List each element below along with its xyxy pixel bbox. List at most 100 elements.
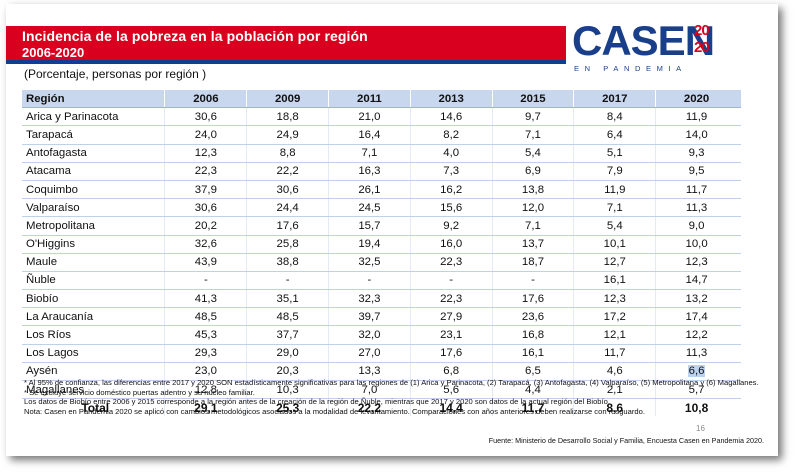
value-cell: 37,7 bbox=[246, 325, 329, 345]
value-cell: 27,9 bbox=[409, 307, 493, 327]
region-name: Coquimbo bbox=[22, 180, 165, 200]
table-row: Los Lagos 29,3 29,0 27,0 17,6 16,1 11,7 11,3 bbox=[22, 344, 741, 363]
value-cell: - bbox=[409, 271, 493, 291]
value-cell: 7,0 bbox=[328, 380, 411, 400]
value-cell: 18,8 bbox=[246, 107, 329, 127]
value-cell: 6,6 bbox=[655, 362, 741, 382]
value-cell: 19,4 bbox=[328, 235, 411, 254]
value-cell: 8,4 bbox=[573, 107, 656, 127]
page-number: 16 bbox=[696, 424, 705, 433]
region-name: Magallanes bbox=[22, 380, 165, 400]
value-cell: 32,6 bbox=[164, 235, 247, 254]
value-cell: 41,3 bbox=[164, 289, 247, 309]
value-cell: 4,6 bbox=[573, 362, 656, 382]
value-cell: 24,5 bbox=[328, 198, 411, 218]
value-cell: 32,5 bbox=[328, 253, 411, 272]
value-cell: 29,0 bbox=[246, 344, 329, 363]
value-cell: 29,3 bbox=[164, 344, 247, 363]
value-cell: 22,3 bbox=[409, 289, 493, 309]
region-name: Aysén bbox=[22, 362, 165, 382]
value-cell: 11,7 bbox=[655, 180, 741, 200]
value-cell: 22,2 bbox=[246, 162, 329, 181]
value-cell: 23,6 bbox=[491, 307, 574, 327]
value-cell: 12,8 bbox=[164, 380, 247, 400]
logo-year: 20 20 bbox=[694, 22, 724, 56]
table-row: Atacama 22,3 22,2 16,3 7,3 6,9 7,9 9,5 bbox=[22, 162, 741, 181]
column-header: 2011 bbox=[328, 90, 411, 109]
logo-tagline: EN PANDEMIA bbox=[574, 64, 687, 73]
column-header: Región bbox=[22, 90, 165, 109]
value-cell: 10,1 bbox=[573, 235, 656, 254]
footnote: Nota: Casen en Pandemia 2020 se aplicó c… bbox=[24, 406, 645, 416]
footnote: Los datos de Biobío entre 2006 y 2015 co… bbox=[24, 397, 610, 407]
region-name: Los Ríos bbox=[22, 325, 165, 345]
value-cell: 7,1 bbox=[328, 144, 411, 163]
value-cell: 6,4 bbox=[573, 125, 656, 145]
value-cell: 24,0 bbox=[164, 125, 247, 145]
value-cell: - bbox=[246, 271, 329, 291]
table-row: Ñuble - - - - -16,1 14,7 bbox=[22, 271, 741, 291]
value-cell: 13,2 bbox=[655, 289, 741, 309]
poverty-table: Región 2006 2009 2011 2013 2015 2017 202… bbox=[22, 90, 741, 417]
value-cell: 12,3 bbox=[164, 144, 247, 163]
value-cell: 24,9 bbox=[246, 125, 329, 145]
value-cell: 11,7 bbox=[573, 344, 656, 363]
casen-logo: CASEN 20 20 EN PANDEMIA bbox=[572, 20, 722, 76]
value-cell: 8,8 bbox=[246, 144, 329, 163]
region-name: Metropolitana bbox=[22, 216, 165, 236]
total-value: 25,3 bbox=[246, 398, 329, 417]
total-value: 8,6 bbox=[573, 398, 656, 417]
table-row: Biobío 41,3 35,1 32,3 22,3 17,6 12,3 13,2 bbox=[22, 289, 741, 309]
footnotes: * Al 95% de confianza, las diferencias e… bbox=[24, 378, 764, 416]
value-cell: 11,9 bbox=[655, 107, 741, 127]
value-cell: 48,5 bbox=[246, 307, 329, 327]
value-cell: 23,0 bbox=[164, 362, 247, 382]
value-cell: 20,2 bbox=[164, 216, 247, 236]
value-cell: 32,0 bbox=[328, 325, 411, 345]
value-cell: 24,4 bbox=[246, 198, 329, 218]
column-header: 2015 bbox=[491, 90, 574, 109]
slide: Incidencia de la pobreza en la población… bbox=[6, 4, 778, 456]
value-cell: 35,1 bbox=[246, 289, 329, 309]
value-cell: 14,0 bbox=[655, 125, 741, 145]
column-header: 2013 bbox=[409, 90, 493, 109]
region-name: La Araucanía bbox=[22, 307, 165, 327]
table-row: La Araucanía 48,5 48,5 39,7 27,9 23,6 17,2 17,4 bbox=[22, 307, 741, 327]
highlighted-value: 6,6 bbox=[687, 365, 706, 378]
value-cell: 16,1 bbox=[573, 271, 656, 291]
table-row: Aysén 23,0 20,3 13,3 6,8 6,5 4,6 6,6 bbox=[22, 362, 741, 382]
region-name: Ñuble bbox=[22, 271, 165, 291]
table-row: Valparaíso 30,6 24,4 24,5 15,6 12,0 7,1 11,3 bbox=[22, 198, 741, 218]
value-cell: 12,1 bbox=[573, 325, 656, 345]
table-body: Arica y Parinacota 30,6 18,8 21,0 14,6 9,7 8,4… bbox=[22, 107, 741, 417]
region-name: Antofagasta bbox=[22, 144, 165, 163]
page-title: Incidencia de la pobreza en la población… bbox=[22, 28, 368, 44]
value-cell: 12,0 bbox=[491, 198, 574, 218]
value-cell: 17,4 bbox=[655, 307, 741, 327]
value-cell: 6,5 bbox=[491, 362, 574, 382]
value-cell: 16,8 bbox=[491, 325, 574, 345]
value-cell: 10,3 bbox=[246, 380, 329, 400]
table-row: Magallanes 12,8 10,3 7,0 5,6 4,4 2,1 5,7 bbox=[22, 380, 741, 400]
total-label: Total bbox=[81, 400, 110, 415]
value-cell: 9,3 bbox=[655, 144, 741, 163]
value-cell: 12,3 bbox=[573, 289, 656, 309]
region-name: Los Lagos bbox=[22, 344, 165, 363]
value-cell: 2,1 bbox=[573, 380, 656, 400]
region-name: Arica y Parinacota bbox=[22, 107, 165, 127]
value-cell: 14,6 bbox=[409, 107, 493, 127]
value-cell: 5,7 bbox=[655, 380, 741, 400]
value-cell: 9,2 bbox=[409, 216, 493, 236]
footnote: * Se excluye servicio doméstico puertas … bbox=[24, 387, 255, 397]
column-header: 2020 bbox=[655, 90, 741, 109]
value-cell: 7,9 bbox=[573, 162, 656, 181]
value-cell: 30,6 bbox=[246, 180, 329, 200]
value-cell: 25,8 bbox=[246, 235, 329, 254]
value-cell: 5,1 bbox=[573, 144, 656, 163]
table-row: Tarapacá 24,0 24,9 16,4 8,2 7,1 6,4 14,0 bbox=[22, 125, 741, 145]
value-cell: 21,0 bbox=[328, 107, 411, 127]
value-cell: - bbox=[491, 271, 574, 291]
value-cell: 22,3 bbox=[409, 253, 493, 272]
value-cell: 4,0 bbox=[409, 144, 493, 163]
value-cell: 16,1 bbox=[491, 344, 574, 363]
